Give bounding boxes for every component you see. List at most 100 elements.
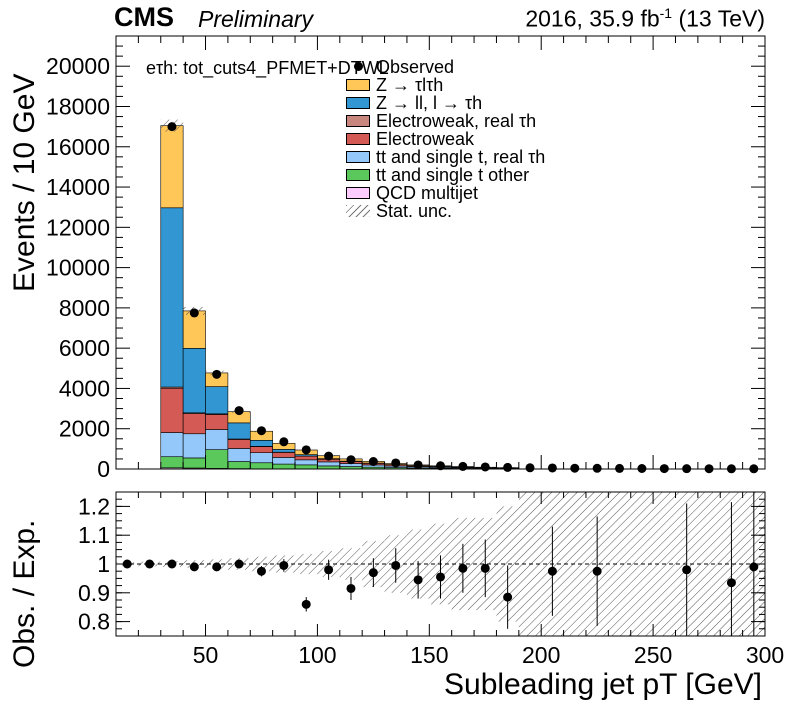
stack-bar — [249, 440, 273, 447]
stack-bar — [182, 457, 206, 469]
observed-point — [413, 460, 423, 470]
observed-point — [279, 437, 289, 447]
stack-bar — [317, 465, 341, 470]
ratio-point — [726, 578, 736, 588]
observed-point — [391, 458, 401, 468]
ratio-point — [368, 568, 378, 578]
ratio-point — [279, 560, 289, 570]
stack-bar — [272, 463, 296, 470]
legend-label: QCD multijet — [376, 183, 479, 203]
stack-bar — [205, 449, 229, 469]
ratio-y-tick-label: 0.8 — [78, 609, 110, 635]
observed-point — [212, 369, 222, 379]
y-axis-title-main: Events / 10 GeV — [8, 73, 41, 292]
x-tick-label: 200 — [522, 642, 560, 668]
stack-bar — [160, 432, 184, 458]
y-tick-label: 20000 — [46, 53, 110, 79]
legend-item: Stat. unc. — [346, 202, 606, 220]
legend-swatch-icon — [346, 133, 370, 145]
observed-point — [480, 462, 490, 472]
legend-swatch-icon — [346, 187, 370, 199]
y-tick-label: 6000 — [59, 335, 110, 361]
stack-bar — [294, 455, 318, 461]
stack-bar — [182, 433, 206, 459]
stack-bar — [249, 452, 273, 464]
legend-swatch-icon — [346, 169, 370, 181]
ratio-unc-band — [630, 492, 676, 636]
x-tick-label: 300 — [746, 642, 784, 668]
stack-bar — [160, 387, 184, 433]
ratio-point — [234, 559, 244, 569]
ratio-y-tick-label: 1.2 — [78, 493, 110, 519]
x-tick-label: 150 — [410, 642, 448, 668]
observed-point — [436, 461, 445, 471]
legend-item: Z → ll, l → τh — [346, 94, 606, 112]
y-tick-label: 18000 — [46, 93, 110, 119]
legend-label: Electroweak — [376, 129, 475, 149]
observed-point — [256, 426, 266, 436]
ratio-unc-band — [250, 556, 273, 572]
stack-bar — [227, 439, 251, 449]
y-tick-label: 12000 — [46, 214, 110, 240]
observed-point — [503, 462, 513, 472]
stack-bar — [249, 446, 273, 453]
y-axis-title-ratio: Obs. / Exp. — [8, 519, 41, 668]
stack-bar — [160, 125, 184, 209]
lumi-exponent: -1 — [659, 5, 673, 21]
ratio-panel: 0.8 0.9 1 1.1 1.2 50 100 150 200 250 300 — [78, 491, 784, 668]
ratio-point — [413, 575, 423, 585]
x-tick-label: 50 — [193, 642, 219, 668]
x-tick-label: 100 — [298, 642, 336, 668]
ratio-point — [547, 566, 557, 576]
ratio-point — [346, 583, 356, 593]
ratio-point — [189, 562, 199, 572]
ratio-point — [301, 599, 311, 609]
ratio-point — [167, 559, 177, 569]
lumi-energy: (13 TeV) — [672, 5, 765, 32]
ratio-point — [436, 572, 445, 582]
observed-point — [525, 463, 535, 473]
legend-item: Electroweak — [346, 130, 606, 148]
lumi-text: 2016, 35.9 fb — [525, 5, 660, 32]
legend-item: Observed — [346, 58, 606, 76]
observed-point — [547, 463, 557, 473]
legend-item: tt and single t, real τh — [346, 148, 606, 166]
legend-swatch-icon — [346, 115, 370, 127]
observed-point — [324, 451, 334, 461]
y-tick-label: 10000 — [46, 255, 110, 281]
observed-point — [346, 455, 356, 465]
ratio-point — [145, 559, 155, 569]
observed-point — [189, 308, 199, 318]
observed-point — [615, 463, 625, 473]
luminosity-label: 2016, 35.9 fb-1 (13 TeV) — [525, 5, 765, 33]
observed-marker-icon — [354, 62, 363, 71]
legend-label: Stat. unc. — [376, 201, 453, 221]
stack-bar — [182, 348, 206, 414]
ratio-y-tick-label: 1 — [97, 551, 110, 577]
observed-point — [167, 122, 177, 132]
stack-bar — [227, 448, 251, 462]
y-tick-label: 2000 — [59, 416, 110, 442]
observed-point — [458, 461, 468, 471]
observed-point — [301, 445, 311, 455]
ratio-point — [480, 563, 490, 573]
y-tick-label: 8000 — [59, 295, 110, 321]
x-tick-label: 250 — [634, 642, 672, 668]
stack-bar — [182, 413, 206, 435]
legend-label: Z → ll, l → τh — [376, 93, 483, 113]
legend-label: tt and single t other — [376, 165, 530, 185]
legend-swatch-icon — [346, 79, 370, 91]
observed-point — [368, 457, 378, 467]
observed-point — [592, 463, 602, 473]
ratio-point — [458, 563, 468, 573]
stack-bar — [205, 414, 229, 430]
plot-frame — [115, 35, 766, 470]
main-histogram-panel: 0 2000 4000 6000 8000 10000 12000 14000 16000 180… — [46, 35, 766, 482]
legend-label: Observed — [376, 57, 455, 77]
legend-label: Z → τlτh — [376, 75, 444, 95]
stack-bar — [205, 386, 229, 415]
legend-swatch-icon — [346, 97, 370, 109]
legend-label: Electroweak, real τh — [376, 111, 537, 131]
ratio-point — [503, 592, 513, 602]
